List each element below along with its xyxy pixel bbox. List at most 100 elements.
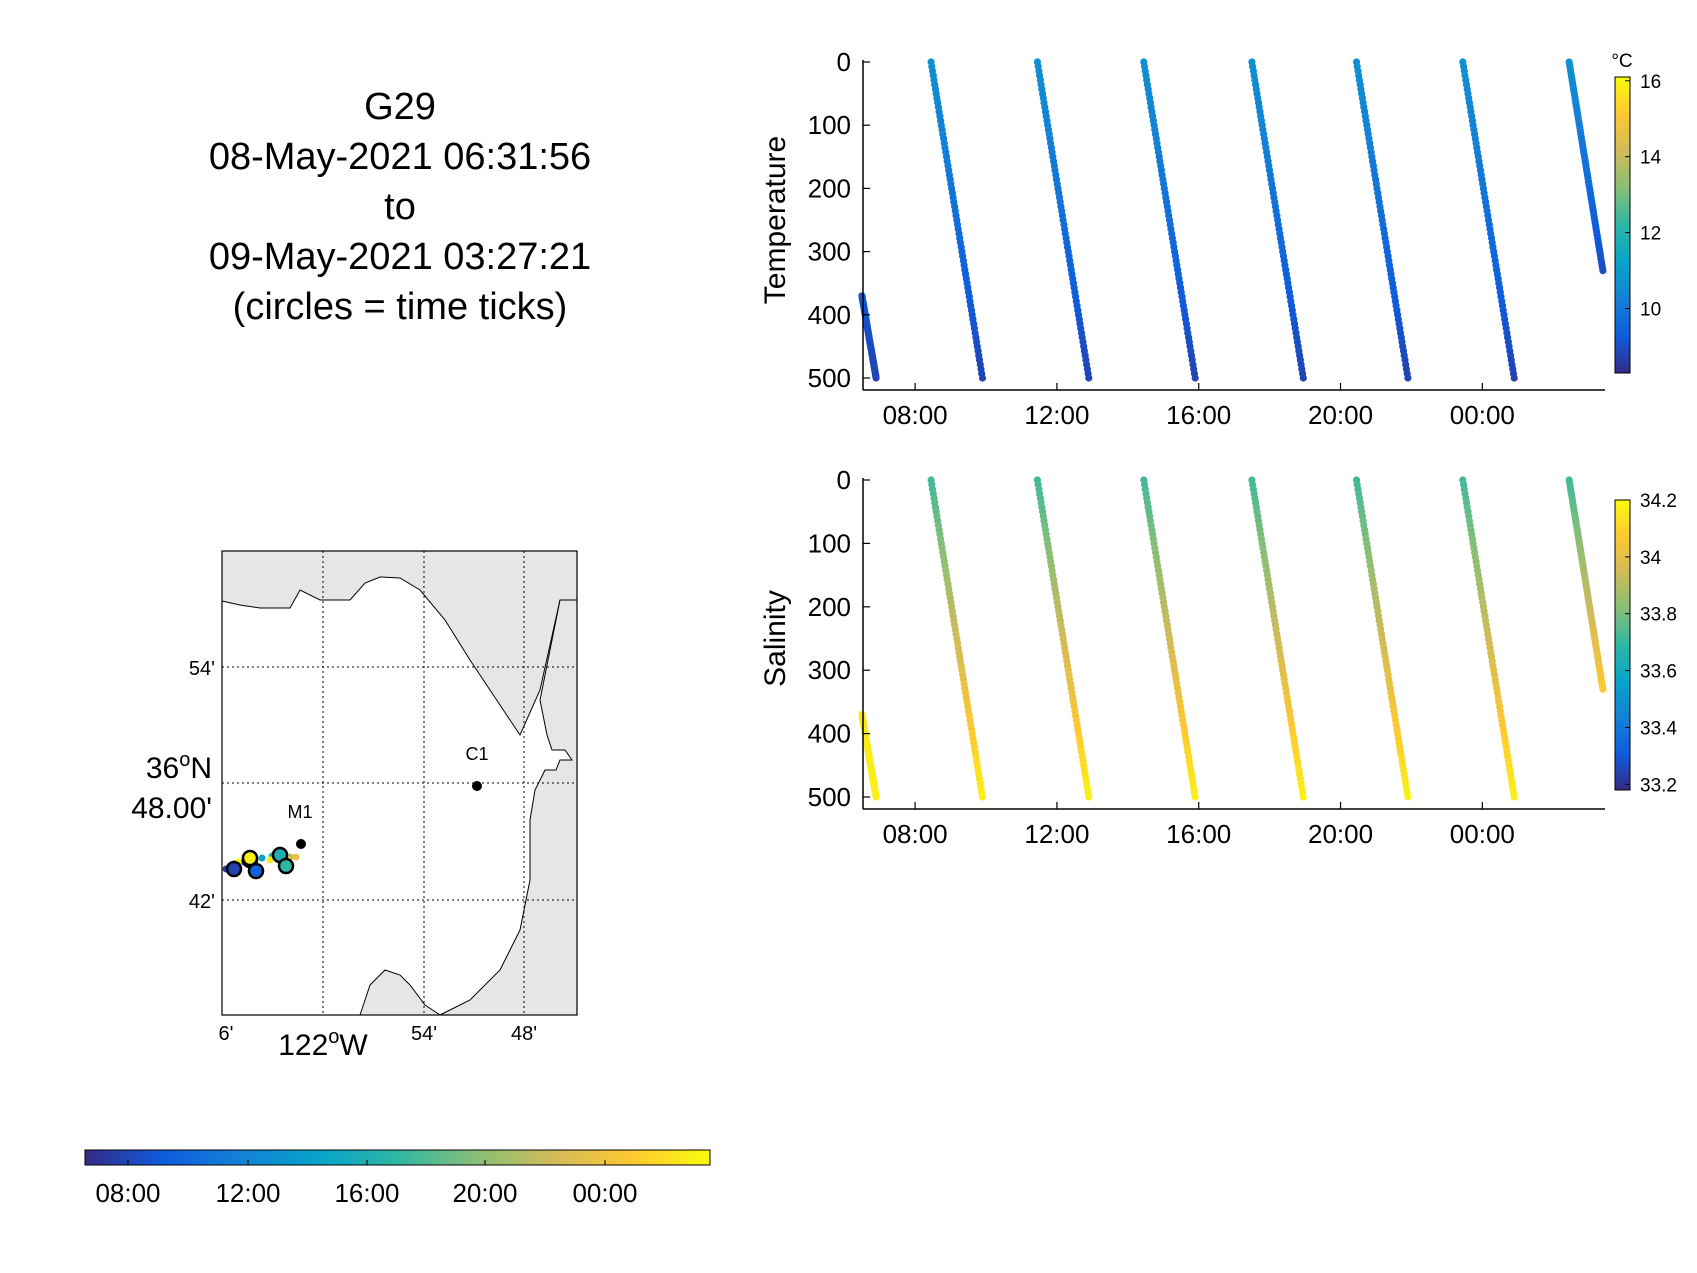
time-tick-circle: [225, 860, 243, 878]
mooring-m1-label: M1: [287, 802, 312, 822]
profile-1: [927, 476, 987, 801]
map-lon-label-54: 54': [411, 1023, 437, 1045]
time-colorbar-gradient: [84, 1149, 711, 1166]
map-land-east: [439, 599, 578, 1016]
map-lat-label-center-deg: 36oN: [146, 749, 212, 785]
mooring-c1-marker: [472, 781, 482, 791]
map-lat-label-center-min: 48.00': [131, 792, 212, 825]
profile-7: [1565, 58, 1607, 275]
title-start-time: 08-May-2021 06:31:56: [208, 136, 592, 178]
time-tick-circle: [241, 849, 259, 867]
data-point: [1191, 793, 1199, 801]
title-to: to: [384, 186, 416, 228]
profile-2: [1033, 476, 1093, 801]
x-tick-label: 16:00: [1166, 400, 1231, 430]
time-colorbar-tick-label: 08:00: [95, 1178, 160, 1208]
colorbar-unit: °C: [1611, 51, 1632, 72]
map-land-south: [359, 969, 442, 1016]
x-tick-label: 20:00: [1308, 400, 1373, 430]
map-lon-label-center: 122oW: [278, 1026, 368, 1062]
colorbar-tick-label: 34.2: [1640, 491, 1677, 512]
panel-temperature: 0 100 200 300 400 500 08:00 12:00 16:00 20:00 00:0…: [759, 47, 1662, 430]
data-point: [1085, 793, 1093, 801]
y-tick-label: 300: [808, 655, 851, 685]
colorbar-gradient: [1614, 76, 1631, 374]
y-tick-label: 100: [808, 528, 851, 558]
map-lon-label-48: 48': [511, 1023, 537, 1045]
time-colorbar-tick-label: 12:00: [215, 1178, 280, 1208]
data-point: [978, 374, 987, 382]
map-land-north: [221, 550, 578, 737]
profile-0: [858, 292, 880, 382]
data-point: [1191, 374, 1199, 382]
time-colorbar-tick-label: 00:00: [572, 1178, 637, 1208]
profile-6: [1459, 476, 1518, 801]
panel-salinity: 0 100 200 300 400 500 08:00 12:00 16:00 20:00 00:0…: [759, 465, 1677, 849]
profile-7: [1565, 476, 1607, 693]
data-point: [978, 793, 987, 801]
y-tick-label: 200: [808, 592, 851, 622]
profile-5: [1352, 58, 1412, 382]
time-colorbar-ticks: 08:00 12:00 16:00 20:00 00:00: [95, 1160, 638, 1208]
y-tick-label: 500: [808, 363, 851, 393]
y-tick-label: 200: [808, 173, 851, 203]
time-tick-circle: [247, 862, 265, 880]
x-tick-label: 12:00: [1024, 400, 1089, 430]
data-point: [872, 374, 880, 382]
profile-5: [1352, 476, 1412, 801]
colorbar-tick-label: 33.8: [1640, 605, 1677, 626]
mooring-c1-label: C1: [465, 744, 488, 764]
colorbar-tick-label: 33.4: [1640, 718, 1677, 739]
y-tick-label: 0: [837, 47, 851, 77]
colorbar-tick-label: 14: [1640, 148, 1662, 169]
mooring-m1-marker: [296, 839, 306, 849]
x-tick-label: 08:00: [883, 400, 948, 430]
map-lon-label-6: 6': [219, 1023, 234, 1045]
track-point: [258, 854, 266, 862]
data-point: [1599, 267, 1607, 275]
track-point: [266, 856, 274, 864]
colorbar-salinity: 34.2 34 33.8 33.6 33.4 33.2: [1614, 491, 1677, 796]
y-tick-label: 300: [808, 237, 851, 267]
y-tick-label: 400: [808, 300, 851, 330]
x-tick-label: 12:00: [1024, 819, 1089, 849]
x-tick-label: 16:00: [1166, 819, 1231, 849]
map-lat-label-54: 54': [189, 658, 215, 680]
time-colorbar: 08:00 12:00 16:00 20:00 00:00: [84, 1149, 711, 1208]
data-point: [1299, 793, 1307, 801]
map-grid: [222, 551, 577, 1015]
title-note: (circles = time ticks): [232, 286, 568, 328]
data-point: [1510, 374, 1518, 382]
profile-1: [927, 58, 987, 382]
profile-4: [1248, 58, 1307, 382]
y-axis-label: Temperature: [759, 136, 792, 304]
time-tick-circle: [277, 857, 295, 875]
y-tick-label: 100: [808, 110, 851, 140]
colorbar-gradient: [1614, 499, 1631, 791]
profile-6: [1459, 58, 1518, 382]
map-panel: 54' 42' 36oN 48.00' 6' 122oW 54' 48' M1 …: [131, 550, 578, 1062]
profile-3: [1140, 58, 1199, 382]
colorbar-tick-label: 34: [1640, 548, 1662, 569]
x-tick-label: 00:00: [1450, 819, 1515, 849]
map-lat-label-42: 42': [189, 891, 215, 913]
colorbar-temperature: 16 14 12 10 °C: [1611, 51, 1662, 374]
y-tick-label: 500: [808, 782, 851, 812]
title-glider: G29: [364, 86, 436, 128]
colorbar-tick-label: 10: [1640, 299, 1661, 320]
data-point: [1299, 374, 1307, 382]
y-tick-label: 0: [837, 465, 851, 495]
data-point: [1404, 374, 1412, 382]
y-tick-label: 400: [808, 719, 851, 749]
data-point: [1510, 793, 1518, 801]
profile-3: [1140, 476, 1199, 801]
glider-track: [222, 846, 300, 880]
colorbar-tick-label: 16: [1640, 72, 1661, 93]
time-colorbar-tick-label: 16:00: [334, 1178, 399, 1208]
profile-0: [858, 711, 880, 801]
track-point: [292, 853, 300, 861]
x-tick-label: 08:00: [883, 819, 948, 849]
profile-2: [1033, 58, 1093, 382]
